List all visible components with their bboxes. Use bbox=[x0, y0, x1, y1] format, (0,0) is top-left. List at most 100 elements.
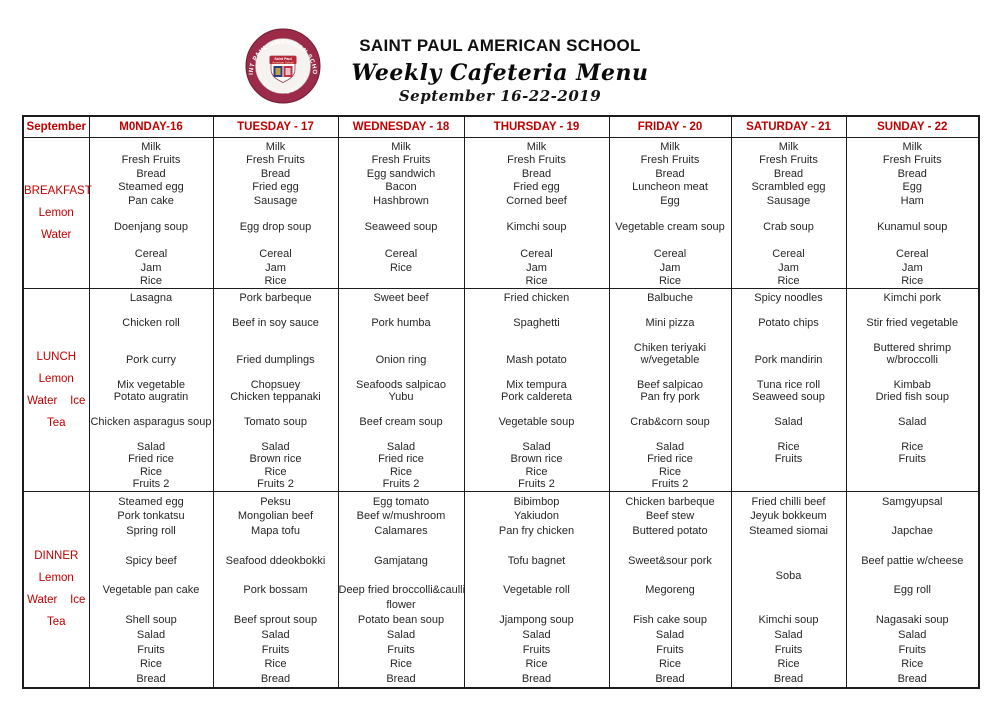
menu-item: Salad bbox=[136, 440, 166, 453]
blank-line bbox=[465, 429, 609, 441]
menu-item: Potato chips bbox=[758, 317, 819, 330]
blank-line bbox=[90, 305, 213, 317]
menu-item: Hashbrown bbox=[373, 194, 429, 207]
menu-item: Pork curry bbox=[125, 354, 177, 367]
menu-item: Mapa tofu bbox=[251, 525, 300, 538]
menu-item: Fruits bbox=[656, 643, 684, 656]
blank-line bbox=[847, 208, 979, 221]
menu-cell-dinner-thursday: Bibimbop Yakiudon Pan fry chicken Tofu bagn… bbox=[463, 490, 610, 689]
menu-item: Jjampong soup bbox=[499, 613, 574, 626]
blank-line bbox=[339, 569, 464, 584]
menu-item: Chicken teppanaki bbox=[230, 391, 321, 404]
menu-item: Salad bbox=[522, 628, 551, 641]
menu-item: Jam bbox=[778, 261, 799, 274]
menu-item: Fried chilli beef bbox=[751, 495, 826, 508]
blank-line bbox=[465, 342, 609, 354]
menu-item: Bread bbox=[260, 673, 291, 686]
menu-cell-breakfast-sunday: Milk Fresh Fruits Bread Egg Ham Kunamul soup C… bbox=[845, 136, 980, 290]
menu-item: Milk bbox=[391, 141, 411, 153]
menu-item: Bread bbox=[773, 167, 804, 180]
meal-label-line: BREAKFAST bbox=[24, 185, 92, 198]
menu-item: Lasagna bbox=[129, 292, 173, 305]
meal-label-line: Water Ice bbox=[27, 594, 86, 607]
menu-item: Steamed egg bbox=[118, 181, 184, 194]
menu-item: Cereal bbox=[384, 248, 418, 261]
blank-line bbox=[610, 429, 731, 441]
menu-item: Beef w/mushroom bbox=[356, 510, 446, 523]
menu-item: Jeyuk bokkeum bbox=[750, 510, 827, 523]
menu-item: Bread bbox=[897, 167, 927, 180]
blank-line bbox=[610, 598, 731, 613]
menu-item: Rice bbox=[901, 658, 924, 671]
weekly-menu-table: September M0NDAY-16 TUESDAY - 17 WEDNESDAY… bbox=[22, 115, 980, 689]
menu-item: Salad bbox=[898, 628, 927, 641]
menu-item: Pan cake bbox=[128, 194, 174, 207]
menu-item: Rice bbox=[139, 658, 162, 671]
menu-item: Nagasaki soup bbox=[875, 613, 949, 626]
menu-item: Salad bbox=[386, 628, 416, 641]
menu-item: Kimbab bbox=[893, 379, 931, 392]
menu-item: Brown rice bbox=[510, 453, 563, 466]
menu-item: Rice bbox=[389, 658, 412, 671]
meal-label-line: Water bbox=[41, 229, 72, 242]
menu-item: Vegetable pan cake bbox=[102, 584, 200, 597]
menu-item: Rice bbox=[777, 440, 800, 453]
menu-item: Beef stew bbox=[645, 510, 695, 523]
menu-item: Fried rice bbox=[128, 453, 174, 466]
blank-line bbox=[214, 539, 338, 554]
blank-line bbox=[465, 305, 609, 317]
menu-item: Bread bbox=[655, 167, 685, 180]
menu-item: Beef sprout soup bbox=[233, 613, 318, 626]
menu-item: Kimchi soup bbox=[506, 221, 567, 234]
menu-item: Rice bbox=[389, 465, 412, 478]
blank-line bbox=[465, 404, 609, 416]
blank-line bbox=[214, 367, 338, 379]
menu-cell-breakfast-friday: Milk Fresh Fruits Bread Luncheon meat Egg Veg… bbox=[608, 136, 732, 290]
blank-line bbox=[732, 583, 846, 598]
menu-item: Rice bbox=[389, 261, 412, 274]
menu-item: Rice bbox=[901, 274, 924, 287]
menu-item: Rice bbox=[139, 274, 162, 287]
menu-item: Steamed egg bbox=[118, 495, 184, 508]
menu-item: Rice bbox=[525, 658, 548, 671]
blank-line bbox=[732, 208, 846, 221]
menu-item: Fried rice bbox=[378, 453, 424, 466]
menu-item: Rice bbox=[525, 274, 548, 287]
menu-item: Sweet beef bbox=[373, 292, 429, 305]
menu-item: Rice bbox=[901, 440, 924, 453]
blank-line bbox=[90, 404, 213, 416]
menu-item: Bread bbox=[897, 673, 927, 686]
menu-item: Bread bbox=[521, 673, 552, 686]
menu-item: Soba bbox=[775, 569, 802, 582]
menu-item: Fresh Fruits bbox=[246, 154, 305, 167]
menu-item: Salad bbox=[655, 628, 685, 641]
menu-item: Spaghetti bbox=[513, 317, 560, 330]
meal-label-line: Tea bbox=[46, 416, 66, 429]
menu-item: Seafood ddeokbokki bbox=[225, 554, 326, 567]
menu-item: Deep fried broccolli&caulli bbox=[338, 584, 466, 597]
menu-item: Dried fish soup bbox=[875, 391, 949, 404]
menu-item: Potato augratin bbox=[113, 391, 189, 404]
blank-line bbox=[214, 598, 338, 613]
blank-line bbox=[610, 208, 731, 221]
blank-line bbox=[465, 569, 609, 584]
blank-line bbox=[339, 208, 464, 221]
day-header-monday: M0NDAY-16 bbox=[88, 115, 214, 138]
menu-item: Samgyupsal bbox=[881, 495, 943, 508]
blank-line bbox=[847, 509, 979, 524]
menu-item: Egg drop soup bbox=[239, 221, 312, 234]
blank-line bbox=[465, 235, 609, 248]
menu-item: Jam bbox=[265, 261, 286, 274]
meal-label-line: DINNER bbox=[34, 550, 79, 563]
blank-line bbox=[90, 235, 213, 248]
menu-item: Cereal bbox=[134, 248, 168, 261]
menu-item: Fried egg bbox=[513, 181, 560, 194]
menu-item: Fresh Fruits bbox=[507, 154, 566, 167]
blank-line bbox=[732, 466, 846, 478]
blank-line bbox=[214, 235, 338, 248]
blank-line bbox=[610, 539, 731, 554]
menu-item: Mini pizza bbox=[645, 317, 695, 330]
menu-item: Milk bbox=[265, 141, 286, 153]
blank-line bbox=[214, 404, 338, 416]
blank-line bbox=[610, 367, 731, 379]
